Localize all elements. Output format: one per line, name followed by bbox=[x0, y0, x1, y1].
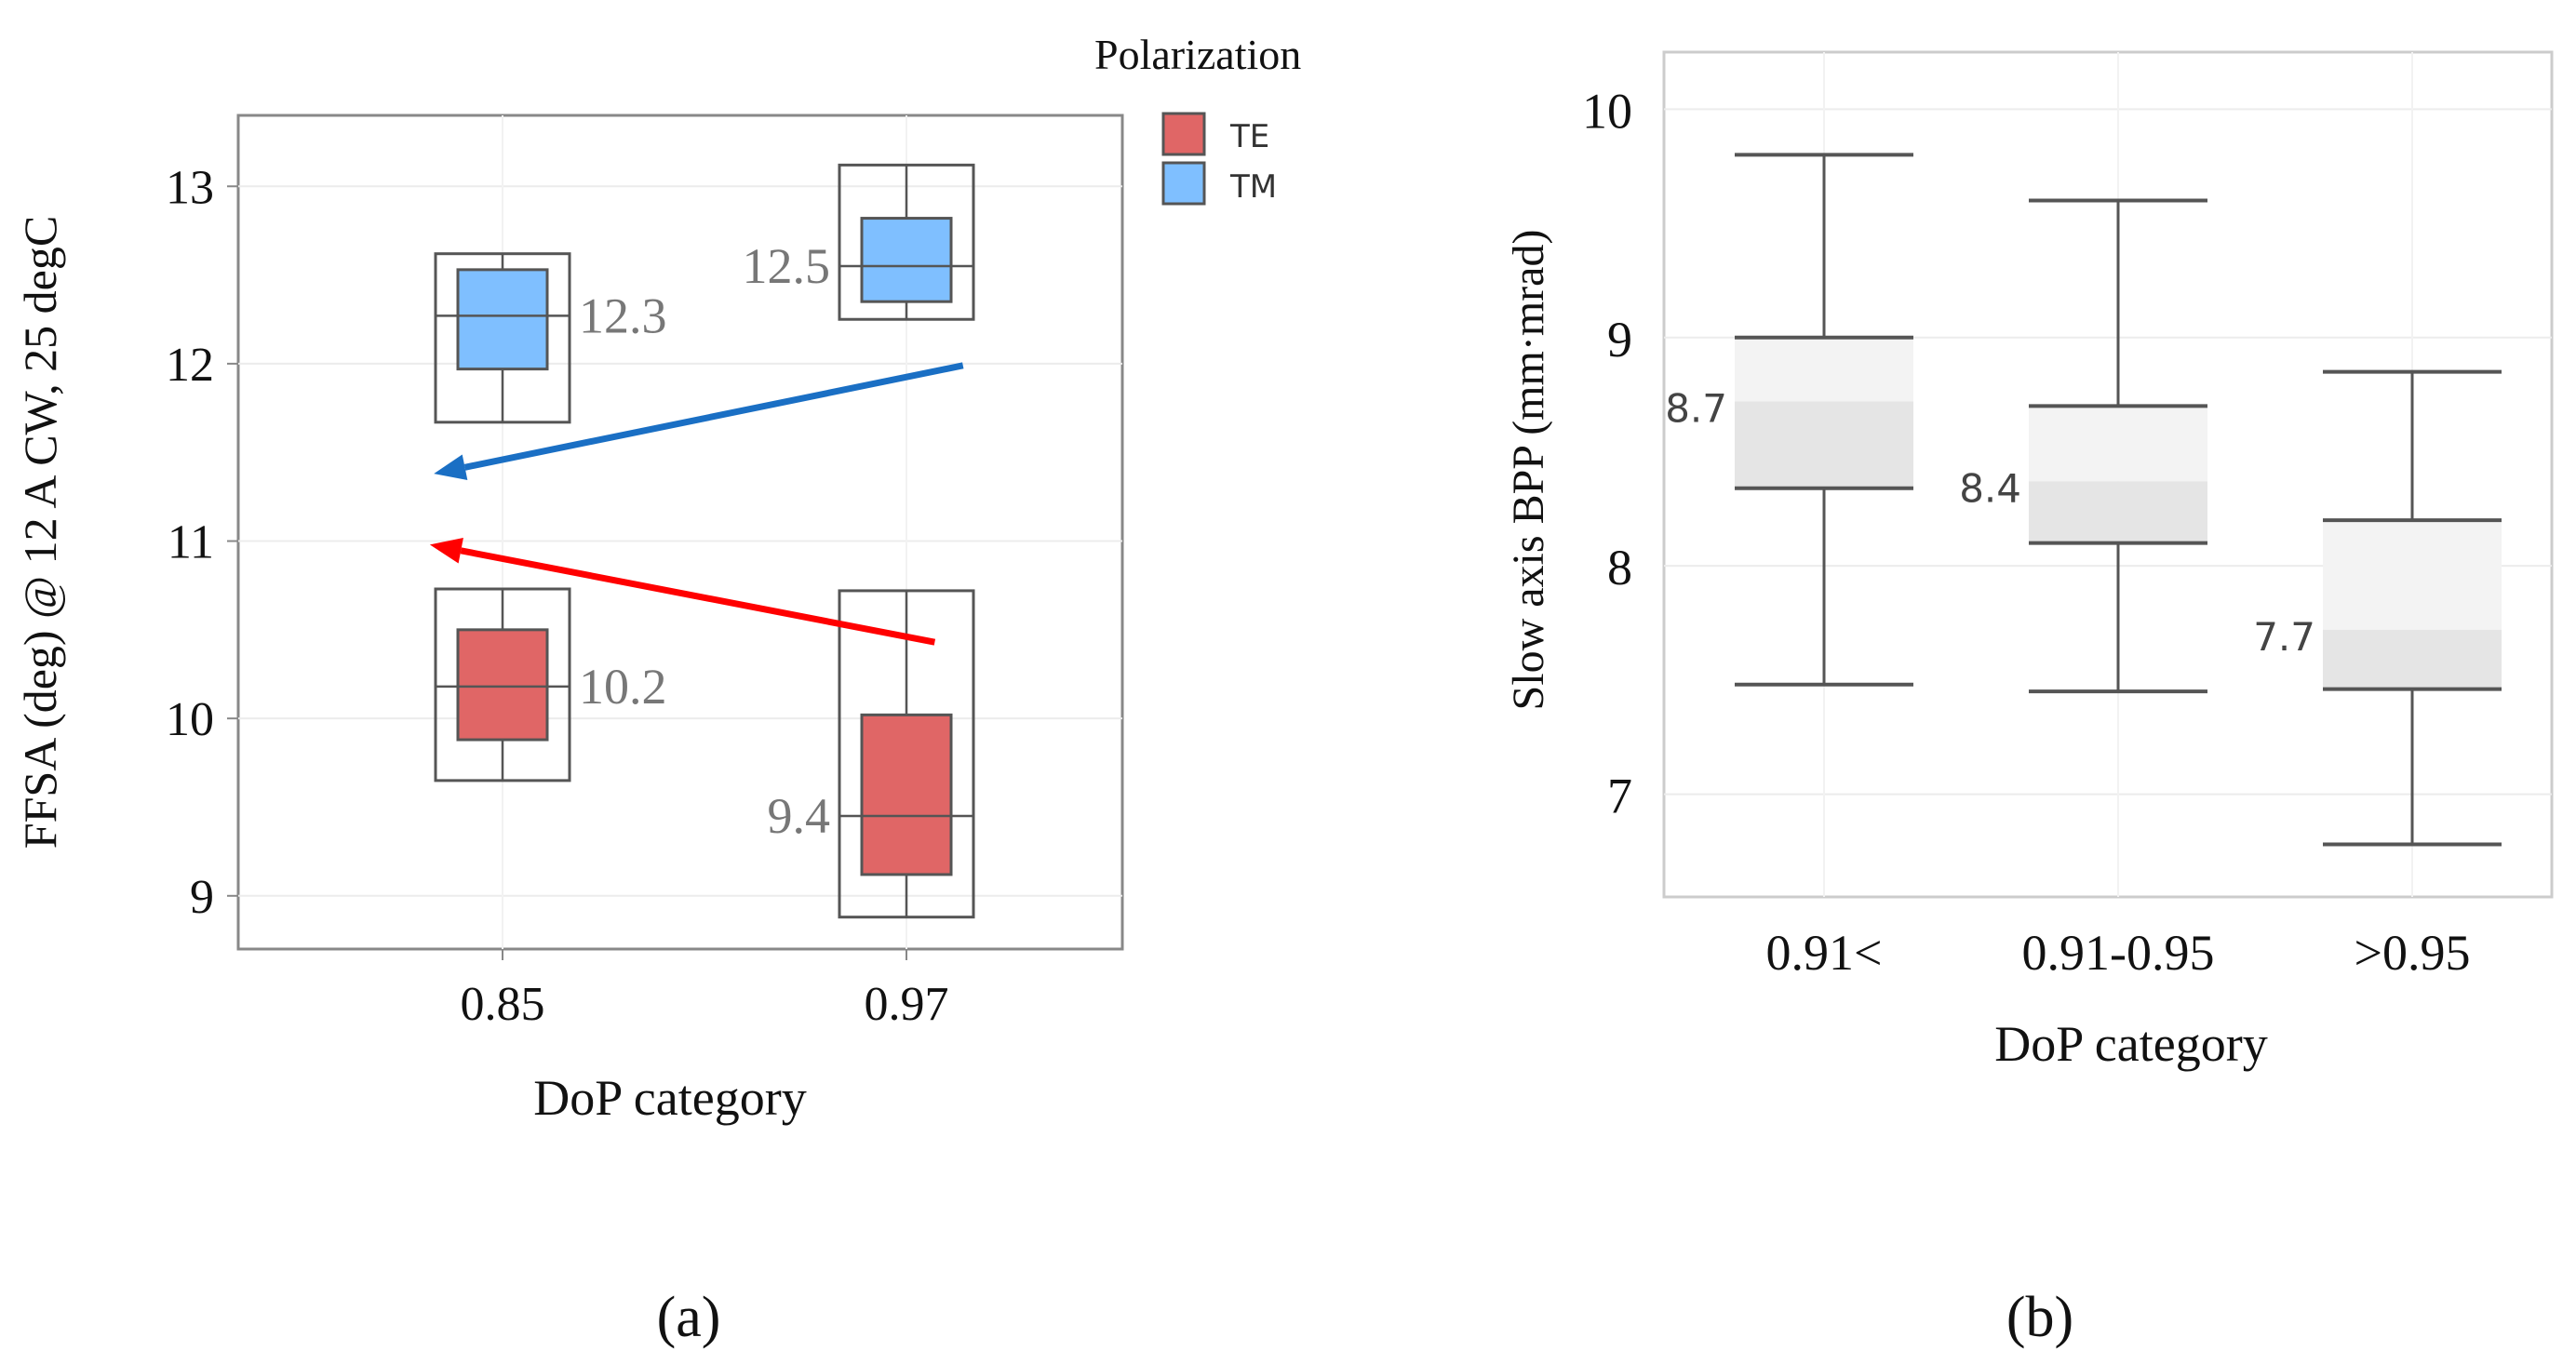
arrow-shaft bbox=[463, 362, 964, 471]
arrow-shaft bbox=[460, 547, 936, 646]
panel-b-x-axis-title: DoP category bbox=[1994, 1016, 2267, 1072]
legend-label-tm: TM bbox=[1229, 168, 1277, 206]
box-tm-0-97 bbox=[838, 163, 975, 321]
panel-b-x-tick-label: 0.91-0.95 bbox=[2022, 925, 2215, 981]
box-te-0-85 bbox=[434, 587, 571, 782]
panel-b-x-axis: 0.91< 0.91-0.95 >0.95 bbox=[1766, 925, 2471, 981]
panel-b-y-tick-label: 7 bbox=[1607, 769, 1632, 824]
median-label-te-0-97: 9.4 bbox=[768, 788, 831, 844]
iqr-box bbox=[456, 628, 549, 742]
panel-a-boxes bbox=[434, 163, 975, 919]
panel-b-boxes bbox=[1735, 153, 2502, 847]
panel-a-plot-area bbox=[236, 114, 1124, 951]
upper-box bbox=[2029, 406, 2207, 482]
trend-arrow-te bbox=[429, 538, 936, 646]
lower-box bbox=[1735, 401, 1913, 488]
panel-b-y-tick-label: 10 bbox=[1582, 83, 1632, 139]
panel-b-y-tick-label: 9 bbox=[1607, 312, 1632, 368]
panel-b-median-labels: 8.7 8.4 7.7 bbox=[1665, 385, 2315, 659]
panel-a-chart: 9 10 11 12 13 0.85 0.97 10.2 9.4 12.3 12.5 FFSA … bbox=[14, 31, 1301, 1349]
panel-b-chart: 7 8 9 10 0.91< 0.91-0.95 >0.95 8.7 8.4 7.7 Slow… bbox=[1504, 50, 2554, 1349]
median-label-tm-0-85: 12.3 bbox=[579, 288, 667, 343]
trend-arrow-tm bbox=[434, 362, 964, 480]
panel-a-trend-arrows bbox=[429, 362, 964, 646]
box-te-0-97 bbox=[838, 589, 975, 919]
box-0-95 bbox=[2323, 369, 2502, 847]
arrow-head bbox=[429, 538, 463, 564]
panel-b-x-tick-label: 0.91< bbox=[1766, 925, 1883, 981]
legend-swatch-tm bbox=[1161, 161, 1206, 206]
panel-a-y-axis-title: FFSA (deg) @ 12 A CW, 25 degC bbox=[14, 216, 66, 849]
lower-box bbox=[2029, 481, 2207, 543]
iqr-box bbox=[456, 268, 549, 371]
upper-box bbox=[1735, 337, 1913, 402]
upper-box bbox=[2323, 520, 2502, 630]
panel-b-y-axis: 7 8 9 10 bbox=[1582, 83, 1632, 823]
panel-b-y-tick-label: 8 bbox=[1607, 540, 1632, 595]
panel-a-x-tick-label: 0.85 bbox=[461, 978, 545, 1031]
box-tm-0-85 bbox=[434, 252, 571, 424]
iqr-box bbox=[860, 217, 953, 303]
panel-a-x-tick-label: 0.97 bbox=[865, 978, 949, 1031]
panel-a-y-tick-label: 10 bbox=[166, 693, 214, 746]
panel-b-x-tick-label: >0.95 bbox=[2355, 925, 2471, 981]
panel-a-y-axis: 9 10 11 12 13 bbox=[166, 161, 238, 924]
median-label-0-91: 8.7 bbox=[1665, 385, 1727, 431]
arrow-head bbox=[434, 454, 468, 480]
panel-a-x-axis: 0.85 0.97 bbox=[461, 949, 949, 1031]
median-label-0-95: 7.7 bbox=[2253, 614, 2315, 660]
median-label-tm-0-97: 12.5 bbox=[743, 238, 831, 294]
median-label-te-0-85: 10.2 bbox=[579, 659, 667, 715]
iqr-box bbox=[860, 713, 953, 876]
caption-b: (b) bbox=[2006, 1286, 2073, 1349]
legend: Polarization TE TM bbox=[1094, 31, 1301, 206]
lower-box bbox=[2323, 629, 2502, 689]
panel-a-y-tick-label: 9 bbox=[190, 871, 214, 924]
median-label-0-91-0-95: 8.4 bbox=[1959, 465, 2021, 511]
box-0-91-0-95 bbox=[2029, 198, 2207, 694]
panel-a-y-tick-label: 12 bbox=[166, 339, 214, 392]
panel-b-y-axis-title: Slow axis BPP (mm·mrad) bbox=[1504, 230, 1553, 711]
legend-title: Polarization bbox=[1094, 31, 1301, 78]
panel-a-y-tick-label: 13 bbox=[166, 161, 214, 214]
caption-a: (a) bbox=[657, 1286, 721, 1349]
box-0-91 bbox=[1735, 153, 1913, 687]
legend-swatch-te bbox=[1161, 112, 1206, 156]
legend-label-te: TE bbox=[1229, 118, 1269, 155]
panel-a-y-tick-label: 11 bbox=[168, 516, 214, 569]
panel-a-median-labels: 10.2 9.4 12.3 12.5 bbox=[579, 238, 830, 844]
panel-a-x-axis-title: DoP category bbox=[533, 1070, 806, 1126]
